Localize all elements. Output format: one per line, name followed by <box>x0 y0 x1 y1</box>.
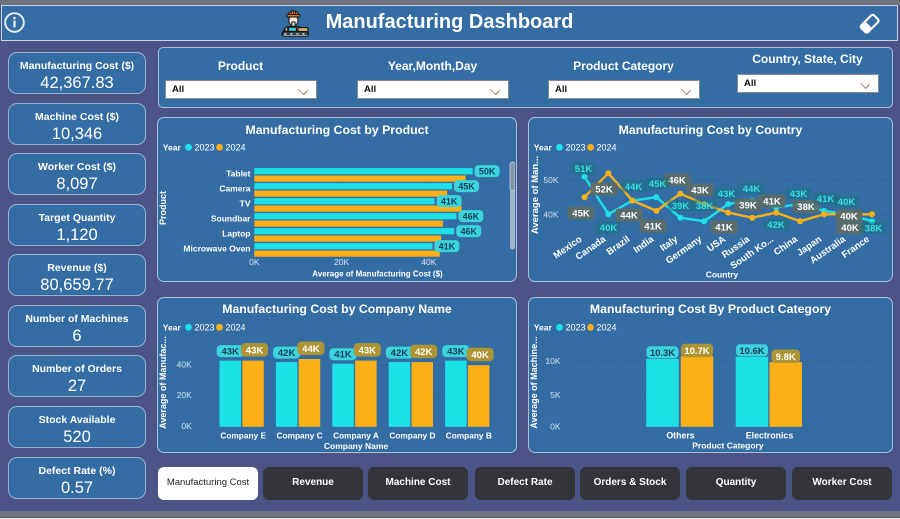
svg-text:Microwave Oven: Microwave Oven <box>183 244 250 254</box>
svg-text:2024: 2024 <box>597 323 617 333</box>
svg-text:41K: 41K <box>441 196 458 206</box>
svg-text:Laptop: Laptop <box>222 229 250 239</box>
svg-text:2024: 2024 <box>597 143 617 153</box>
svg-text:44K: 44K <box>625 182 643 193</box>
svg-text:40K: 40K <box>838 197 856 208</box>
svg-text:20K: 20K <box>334 257 349 267</box>
svg-text:Country: Country <box>706 270 739 280</box>
svg-text:India: India <box>632 234 657 256</box>
svg-text:Company D: Company D <box>389 431 435 441</box>
svg-text:Year: Year <box>534 143 553 153</box>
svg-text:39K: 39K <box>739 201 757 212</box>
svg-text:France: France <box>840 234 872 261</box>
svg-text:Company Name: Company Name <box>324 441 389 451</box>
svg-text:Electronics: Electronics <box>746 431 794 441</box>
svg-text:42K: 42K <box>391 348 409 359</box>
svg-text:46K: 46K <box>668 176 686 187</box>
svg-text:10.6K: 10.6K <box>739 346 764 357</box>
svg-text:38K: 38K <box>865 224 883 235</box>
svg-text:Tablet: Tablet <box>226 169 251 179</box>
svg-text:Company E: Company E <box>220 431 266 441</box>
svg-text:41K: 41K <box>817 194 835 205</box>
svg-text:40K: 40K <box>177 360 192 370</box>
svg-text:2023: 2023 <box>195 143 215 153</box>
svg-text:46K: 46K <box>463 211 480 221</box>
svg-text:43K: 43K <box>718 189 736 200</box>
svg-text:Camera: Camera <box>219 184 250 194</box>
svg-text:42K: 42K <box>278 348 296 359</box>
svg-text:41K: 41K <box>644 222 662 233</box>
svg-text:Company C: Company C <box>277 431 323 441</box>
svg-text:5K: 5K <box>550 390 561 400</box>
svg-text:50K: 50K <box>479 166 496 176</box>
svg-text:Year: Year <box>163 323 182 333</box>
svg-text:45K: 45K <box>572 209 590 220</box>
svg-text:40K: 40K <box>421 257 436 267</box>
svg-text:44K: 44K <box>743 184 761 195</box>
svg-text:42K: 42K <box>767 220 785 231</box>
svg-text:40K: 40K <box>471 350 489 361</box>
svg-text:42K: 42K <box>415 347 433 358</box>
svg-text:44K: 44K <box>620 211 638 222</box>
svg-text:10K: 10K <box>545 356 560 366</box>
svg-text:52K: 52K <box>595 185 613 196</box>
svg-text:0K: 0K <box>550 422 561 432</box>
svg-text:10.7K: 10.7K <box>684 346 709 357</box>
svg-text:45K: 45K <box>458 181 475 191</box>
svg-text:40K: 40K <box>543 209 558 219</box>
svg-text:Product Category: Product Category <box>692 441 764 451</box>
svg-text:Year: Year <box>534 323 553 333</box>
svg-text:Average of Manufac...: Average of Manufac... <box>158 336 168 429</box>
svg-text:44K: 44K <box>302 344 320 355</box>
svg-text:Company B: Company B <box>446 431 492 441</box>
svg-text:Average of Manufacturing Cost: Average of Manufacturing Cost ($) <box>312 270 443 279</box>
svg-text:2023: 2023 <box>566 143 586 153</box>
svg-text:Average of Man...: Average of Man... <box>530 156 541 234</box>
svg-text:Company A: Company A <box>333 431 379 441</box>
svg-text:41K: 41K <box>439 241 456 251</box>
svg-text:43K: 43K <box>790 189 808 200</box>
svg-text:45K: 45K <box>649 179 667 190</box>
svg-text:0K: 0K <box>249 257 260 267</box>
svg-text:Average of Machine...: Average of Machine... <box>529 336 539 428</box>
svg-text:51K: 51K <box>575 164 593 175</box>
svg-text:41K: 41K <box>334 350 352 361</box>
svg-text:10.3K: 10.3K <box>650 348 675 359</box>
svg-text:40K: 40K <box>600 223 618 234</box>
svg-text:Year: Year <box>163 143 182 153</box>
svg-text:TV: TV <box>240 199 251 209</box>
svg-text:Product: Product <box>158 191 168 225</box>
svg-text:40K: 40K <box>841 223 859 234</box>
svg-text:41K: 41K <box>763 197 781 208</box>
svg-text:Soundbar: Soundbar <box>211 214 251 224</box>
svg-text:2023: 2023 <box>566 323 586 333</box>
svg-text:9.8K: 9.8K <box>776 352 796 363</box>
svg-text:43K: 43K <box>221 347 239 358</box>
svg-text:39K: 39K <box>672 201 690 212</box>
svg-text:50K: 50K <box>543 175 558 185</box>
svg-text:43K: 43K <box>359 346 377 357</box>
svg-text:Brazil: Brazil <box>605 234 633 258</box>
svg-text:43K: 43K <box>691 186 709 197</box>
svg-text:40K: 40K <box>840 212 858 223</box>
svg-text:Others: Others <box>666 431 694 441</box>
svg-text:46K: 46K <box>460 226 477 236</box>
svg-text:China: China <box>772 234 801 259</box>
svg-text:38K: 38K <box>696 201 714 212</box>
svg-text:43K: 43K <box>246 346 264 357</box>
svg-text:41K: 41K <box>715 223 733 234</box>
svg-text:38K: 38K <box>797 202 815 213</box>
svg-text:20K: 20K <box>177 390 192 400</box>
svg-text:2024: 2024 <box>226 323 246 333</box>
svg-text:2023: 2023 <box>195 323 215 333</box>
svg-text:43K: 43K <box>447 347 465 358</box>
svg-text:0K: 0K <box>181 421 192 431</box>
svg-text:2024: 2024 <box>226 143 246 153</box>
